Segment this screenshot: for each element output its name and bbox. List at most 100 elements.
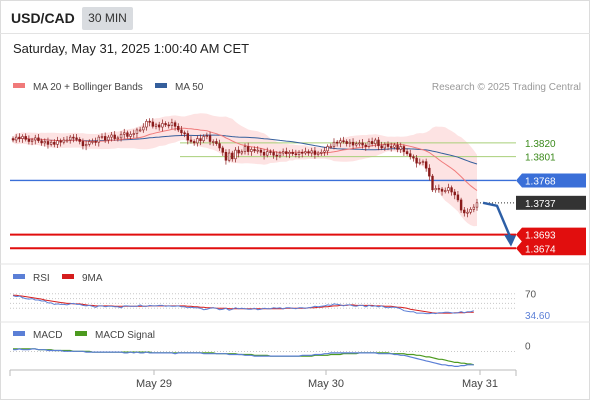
candle-body [466, 211, 469, 214]
candle-body [355, 143, 358, 146]
candle-body [313, 150, 317, 155]
candle-body [46, 141, 50, 145]
timeframe-button[interactable]: 30 MIN [82, 7, 133, 30]
level-label-1.3693: 1.3693 [525, 231, 556, 242]
candle-body [399, 146, 402, 150]
candle-body [129, 133, 132, 137]
candle-body [138, 129, 142, 132]
candle-body [424, 161, 428, 169]
candle-body [215, 141, 218, 144]
candle-body [81, 141, 85, 147]
candle-body [386, 144, 390, 147]
candle-body [88, 141, 91, 145]
candle-body [285, 151, 288, 155]
current-price-label: 1.3737 [525, 199, 556, 210]
candle-body [266, 151, 269, 156]
candle-body [389, 146, 393, 148]
candle-body [145, 120, 148, 128]
candle-body [297, 151, 301, 155]
candle-body [221, 147, 224, 153]
candle-body [113, 134, 116, 139]
candle-body [345, 141, 348, 144]
candle-body [380, 145, 383, 149]
candle-body [418, 162, 421, 164]
level-label-1.3801: 1.3801 [525, 153, 556, 164]
candle-body [123, 132, 126, 135]
candle-body [227, 152, 231, 161]
candle-body [453, 191, 456, 196]
candle-body [161, 123, 164, 128]
candle-body [456, 194, 460, 201]
macd-legend-swatch [13, 331, 25, 336]
candle-body [332, 141, 336, 147]
candle-body [396, 144, 399, 150]
candle-body [24, 136, 27, 140]
macd-signal-legend-label: MACD Signal [95, 330, 155, 341]
candle-body [428, 167, 431, 177]
candle-body [351, 141, 355, 146]
candle-body [463, 209, 466, 214]
candle-body [53, 141, 56, 145]
candle-body [288, 151, 291, 155]
candle-body [37, 137, 40, 142]
copyright-text: Research © 2025 Trading Central [432, 82, 581, 93]
bollinger-band-area [13, 113, 477, 227]
candle-body [323, 150, 326, 153]
candle-body [132, 133, 135, 135]
candle-body [415, 157, 418, 164]
candle-body [49, 141, 53, 145]
candle-body [180, 129, 183, 134]
rsi-current-label: 34.60 [525, 311, 550, 322]
candle-body [329, 146, 333, 148]
candle-body [326, 146, 329, 152]
candle-body [444, 190, 447, 192]
candle-body [240, 151, 244, 154]
candle-body [301, 151, 304, 154]
level-label-1.3674: 1.3674 [525, 244, 556, 255]
candle-body [69, 136, 72, 141]
candle-body [103, 136, 107, 141]
candle-body [199, 138, 202, 142]
candle-body [269, 151, 272, 153]
candle-body [272, 151, 275, 156]
macd-legend-label: MACD [33, 330, 62, 341]
candle-body [320, 151, 323, 154]
candle-body [65, 139, 69, 142]
candle-body [72, 136, 75, 139]
candle-body [75, 137, 78, 140]
candle-body [202, 136, 205, 142]
candle-body [237, 149, 240, 154]
candle-body [440, 188, 444, 192]
candle-body [154, 124, 158, 127]
macd-layer: 00.00 [10, 0, 545, 367]
candle-body [304, 151, 307, 154]
x-axis-label: May 29 [136, 378, 172, 390]
candle-body [469, 209, 472, 213]
candle-body [377, 139, 380, 147]
candle-body [358, 142, 361, 145]
level-label-1.3820: 1.3820 [525, 139, 556, 150]
candle-body [196, 138, 199, 144]
candle-body [262, 151, 266, 156]
candle-body [316, 152, 320, 155]
candle-body [361, 142, 364, 146]
macd-signal-legend-swatch [75, 331, 87, 336]
candle-body [335, 141, 339, 144]
rsi-level-label: 70 [525, 290, 537, 301]
candles-layer [11, 118, 479, 218]
candle-body [205, 135, 209, 137]
symbol-title: USD/CAD [11, 10, 75, 26]
candle-body [307, 151, 310, 154]
forecast-arrow-line [482, 201, 512, 238]
candle-body [14, 136, 18, 141]
candle-body [34, 137, 37, 141]
candle-body [59, 140, 62, 143]
candle-body [183, 132, 186, 135]
level-badge-1.3674 [516, 241, 586, 256]
candle-body [186, 133, 189, 141]
candle-body [459, 199, 463, 211]
candle-body [383, 144, 387, 149]
candle-body [409, 153, 412, 157]
candle-body [56, 140, 59, 145]
